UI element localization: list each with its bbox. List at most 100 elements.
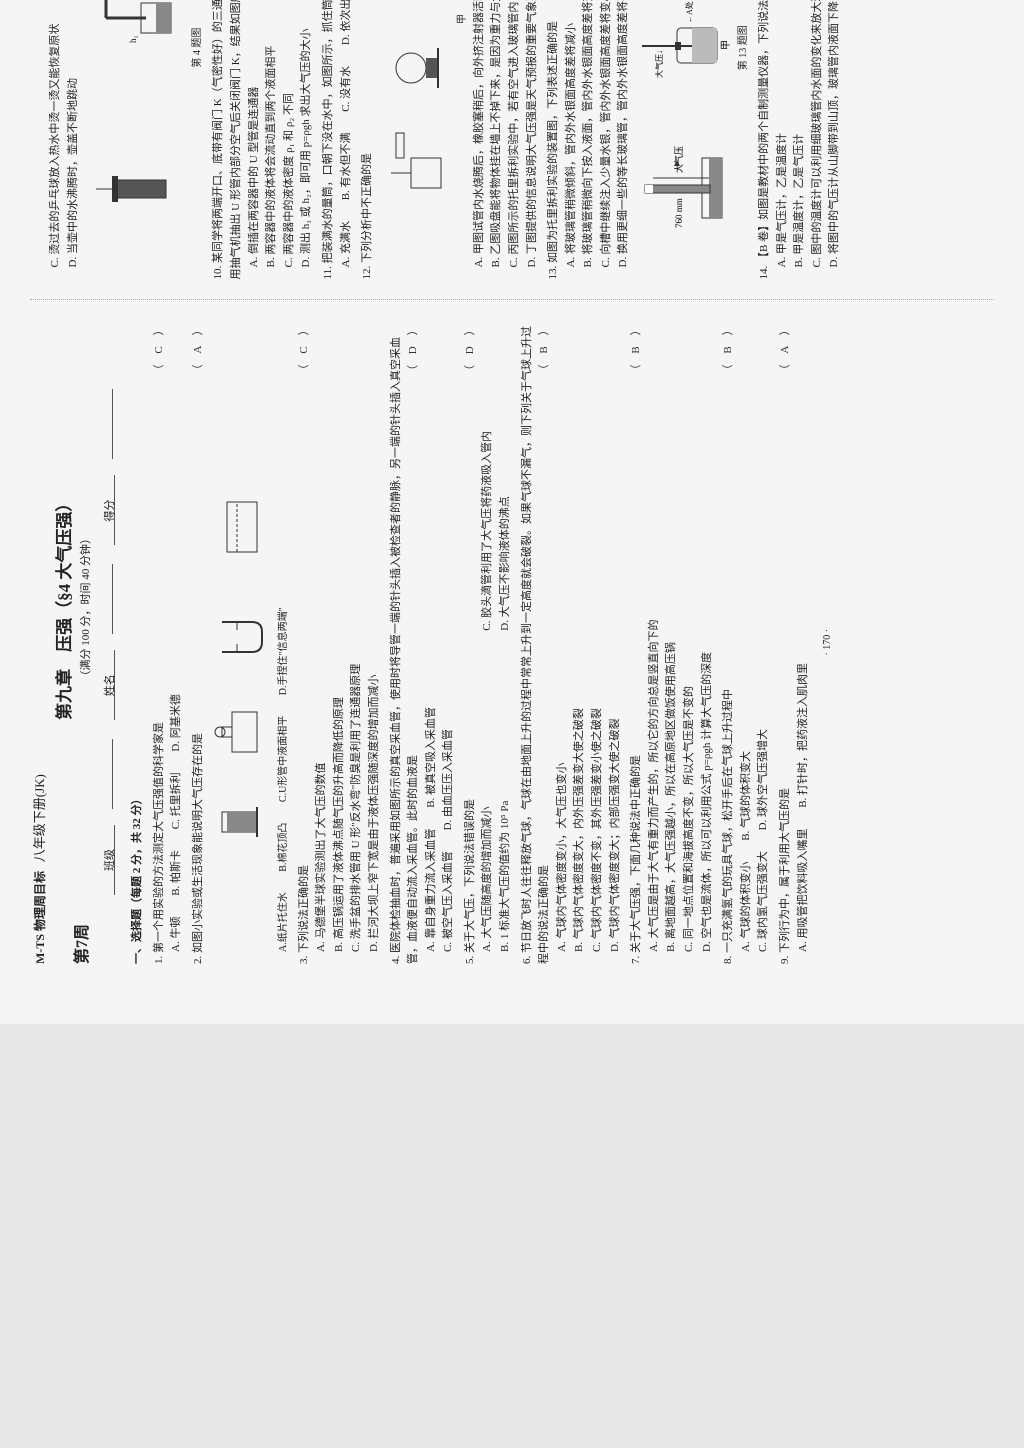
q2-stem: 如图小实验或生活现象能说明大气压存在的是 bbox=[192, 733, 204, 953]
q3-answer: （ C ） bbox=[296, 321, 314, 376]
q2-opt-d: D.手捏住"信息两端" bbox=[276, 607, 292, 695]
question-9: 9. 下列行为中，属于利用大气压的是 （ A ） A. 用吸管把饮料吸入嘴里 B… bbox=[777, 321, 812, 965]
score-label: 得分 bbox=[102, 476, 115, 546]
q13-opt-a: A. 将玻璃管稍微倾斜，管内外水银面高度差将减小 bbox=[563, 0, 581, 268]
q10-opt-d: D. 测出 h₁ 或 h₂，即可用 p=ρgh 求出大气压的大小 bbox=[298, 0, 316, 268]
q12-opt-a: A. 甲图试管内水烧腾后，橡胶塞稍后，向外挤注射器活塞，水又沸腾了，说明水的沸点… bbox=[471, 0, 489, 268]
q3-opts: A. 马德堡半球实验测出了大气压的数值 B. 高压锅运用了液体沸点随气压的升高而… bbox=[313, 321, 383, 953]
q8-answer: （ B ） bbox=[720, 321, 738, 376]
q11-opts: A. 充满水 B. 有水但不满 C. 没有水 D. 依次出现上述过程 bbox=[338, 0, 356, 268]
q6-stem: 节日放飞时人往往释放气球，气球在由地面上升的过程中常常上升到一定高度就会破裂。如… bbox=[521, 326, 551, 964]
q12-opt-b: B. 乙图吸盘能将物体挂在墙上不掉下来，是因为重力与大气压力彼此平衡 bbox=[488, 0, 506, 268]
q8-opt-a: A. 气球的体积变小 bbox=[738, 862, 756, 952]
q4-num: 4. bbox=[390, 956, 402, 964]
svg-text:甲: 甲 bbox=[721, 40, 732, 50]
q7-opt-b: B. 离地面越高，大气压强越小，所以在高原地区做饭使用高压锅 bbox=[663, 321, 681, 953]
q9-opt-a: A. 用吸管把饮料吸入嘴里 bbox=[795, 829, 813, 952]
q4-opt-d: D. 由血压压入采血管 bbox=[440, 729, 458, 830]
q7-opt-c: C. 同一地点位置和海拔高度不变，所以大气压是不变的 bbox=[681, 321, 699, 953]
q5-opt-b: B. 1 标准大气压的值约为 10⁵ Pa bbox=[497, 801, 515, 952]
question-8: 8. 一只充满氢气的玩具气球，松开手后在气球上升过程中 （ B ） A. 气球的… bbox=[720, 321, 773, 965]
q7-num: 7. bbox=[630, 956, 642, 964]
q3-opt-a: A. 马德堡半球实验测出了大气压的数值 bbox=[313, 321, 331, 953]
q2-opt-b: B.棉花顶凸 bbox=[276, 823, 292, 872]
q5-opt-d: D. 大气压不影响液体的沸点 bbox=[497, 496, 515, 630]
q6-opt-d: D. 气球内气体密度变大；内部压强变大使之破裂 bbox=[607, 321, 625, 953]
question-1: 1. 第一个用实验的方法测定大气压强值的科学家是 （ C ） A. 牛顿 B. … bbox=[151, 321, 186, 965]
q6-opts: A. 气球内气体密度变小，大气压也变小 B. 气球内气体密度变大，内外压强差变大… bbox=[554, 321, 624, 953]
top-right-label: 周考检测卷 bbox=[28, 0, 47, 280]
sub-head: （满分 100 分，时间 40 分钟） bbox=[78, 321, 96, 894]
q9-opt-b: B. 打针时，把药液注入肌肉里 bbox=[795, 663, 813, 808]
q2-figures bbox=[212, 321, 272, 965]
q13-opts: A. 将玻璃管稍微倾斜，管内外水银面高度差将减小 B. 将玻璃管稍微向下按入液面… bbox=[563, 0, 633, 268]
brand-logo: M-TS 物理周目标 bbox=[33, 871, 47, 964]
q4-answer: （ D ） bbox=[405, 321, 423, 376]
svg-text:←A处: ←A处 bbox=[684, 1, 694, 23]
q6-answer: （ B ） bbox=[536, 321, 554, 376]
q1-opts: A. 牛顿 B. 帕斯卡 C. 托里拆利 D. 阿基米德 bbox=[168, 321, 186, 953]
q1-opt-b: B. 帕斯卡 bbox=[168, 850, 186, 896]
q4-opt-a: A. 靠自身重力流入采血管 bbox=[423, 829, 441, 952]
q7-opts: A. 大气压是由于大气有重力而产生的，所以它的方向总是竖直向下的 B. 离地面越… bbox=[646, 321, 716, 953]
question-5: 5. 关于大气压，下列说法错误的是 （ D ） A. 大气压随高度的增加而减小 … bbox=[462, 321, 515, 965]
q10-num: 10. bbox=[212, 266, 224, 280]
q8-opts: A. 气球的体积变小 B. 气球的体积变大 C. 球内氢气压强变大 D. 球外空… bbox=[738, 321, 773, 953]
q12-stem: 下列分析中不正确的是 bbox=[361, 153, 373, 263]
question-12: 12. 下列分析中不正确的是 （ B ） 真空 水银 bbox=[359, 0, 541, 280]
q5-opt-c: C. 胶头滴管利用了大气压将药液吸入管内 bbox=[479, 431, 497, 631]
question-11: 11. 把装满水的量筒，口朝下没在水中，如图所示，抓住筒底向上提，在筒口离开水面… bbox=[320, 0, 355, 280]
q5-opts: A. 大气压随高度的增加而减小 B. 1 标准大气压的值约为 10⁵ Pa C.… bbox=[479, 321, 514, 953]
q4-opt-b: B. 被真空吸入采血管 bbox=[423, 707, 441, 808]
q6-num: 6. bbox=[521, 956, 533, 964]
name-blanks: 班级 姓名 得分 bbox=[100, 321, 120, 965]
chapter-title: 第九章 压强（§4 大气压强） bbox=[51, 321, 78, 894]
q9-cont: C. 烫过去的乒乓球放入热水中烫一烫又能恢复原状 D. 当壶中的水沸腾时，壶盖不… bbox=[47, 0, 82, 268]
captions-13-14-15: 第 13 题图 第 14 题图 第 15 题图 bbox=[736, 0, 752, 280]
q7-opt-a: A. 大气压是由于大气有重力而产生的，所以它的方向总是竖直向下的 bbox=[646, 321, 664, 953]
q3-stem: 下列说法正确的是 bbox=[298, 865, 310, 953]
q9-answer: （ A ） bbox=[777, 321, 795, 376]
name-label: 姓名 bbox=[102, 650, 115, 720]
q12-opts: A. 甲图试管内水烧腾后，橡胶塞稍后，向外挤注射器活塞，水又沸腾了，说明水的沸点… bbox=[471, 0, 541, 268]
q13-opt-c: C. 向槽中继续注入少量水银，管内外水银面高度差将变小 bbox=[598, 0, 616, 268]
q11-opt-b: B. 有水但不满 bbox=[338, 132, 356, 200]
q9-opts: A. 用吸管把饮料吸入嘴里 B. 打针时，把药液注入肌肉里 bbox=[795, 321, 813, 953]
q12-opt-d: D. 丁图提供的信息说明大气压强是天气预报的重要气象要素之一 bbox=[524, 0, 542, 268]
q4-stem: 医院体检抽血时，普遍采用如图所示的真空采血管，使用时将导管一端的针头插入被检查者… bbox=[390, 337, 420, 964]
q1-opt-a: A. 牛顿 bbox=[168, 917, 186, 952]
fig-13-14-15: 760 mm 大气压 大气压↓ ←A处 bbox=[637, 0, 732, 228]
q3-opt-b: B. 高压锅运用了液体沸点随气压的升高而降低的原理 bbox=[331, 321, 349, 953]
q9-num: 9. bbox=[779, 956, 791, 964]
q12-num: 12. bbox=[361, 266, 373, 280]
q14-opt-d: D. 将图中的气压计从山脚带到山顶，玻璃管内液面下降 bbox=[826, 0, 844, 268]
q13-num: 13. bbox=[547, 266, 559, 280]
svg-text:760 mm: 760 mm bbox=[674, 198, 684, 228]
q3-opt-c: C. 洗手盆的排水管用 U 形"反水弯"防臭是利用了连通器原理 bbox=[348, 321, 366, 953]
q9-stem: 下列行为中，属于利用大气压的是 bbox=[779, 788, 791, 953]
q2-opt-c: C.U形管中液面相平 bbox=[276, 716, 292, 802]
q4-opts: A. 靠自身重力流入采血管 B. 被真空吸入采血管 C. 被空气压入采血管 D.… bbox=[423, 321, 458, 953]
q8-opt-d: D. 球外空气压强增大 bbox=[755, 729, 773, 830]
q7-answer: （ B ） bbox=[628, 321, 646, 376]
q9-opt-d: D. 当壶中的水沸腾时，壶盖不断地跳动 bbox=[65, 0, 83, 268]
q1-opt-c: C. 托里拆利 bbox=[168, 772, 186, 829]
q2-answer: （ A ） bbox=[190, 321, 208, 376]
q11-opt-d: D. 依次出现上述过程 bbox=[338, 0, 356, 45]
q9-opt-c: C. 烫过去的乒乓球放入热水中烫一烫又能恢复原状 bbox=[47, 0, 65, 268]
q2-diagram bbox=[212, 432, 272, 852]
q1-stem: 第一个用实验的方法测定大气压强值的科学家是 bbox=[153, 722, 165, 953]
q5-answer: （ D ） bbox=[462, 321, 480, 376]
q5-opt-a: A. 大气压随高度的增加而减小 bbox=[479, 807, 497, 952]
q1-opt-d: D. 阿基米德 bbox=[168, 694, 186, 751]
q1-num: 1. bbox=[153, 956, 165, 964]
q6-opt-c: C. 气球内气体密度不变，其外压强差变小使之破裂 bbox=[589, 321, 607, 953]
q10-opt-b: B. 两容器中的液体将会流动直到两个液面相平 bbox=[263, 0, 281, 268]
q10-stem: 某同学将两端开口、底带有阀门 K（气密性好）的三通 U 形玻璃管倒置在两个容器中… bbox=[212, 0, 242, 280]
section-1-head: 一、选择题（每题 2 分，共 32 分） bbox=[129, 321, 147, 965]
q10-opts: A. 倒插在两容器中的 U 型管是连通器 B. 两容器中的液体将会流动直到两个液… bbox=[246, 0, 316, 268]
left-page: M-TS 物理周目标 八年级下册(JK) 第7周 第九章 压强（§4 大气压强）… bbox=[30, 301, 994, 985]
q13-opt-b: B. 将玻璃管稍微向下按入液面，管内外水银面高度差将变大 bbox=[580, 0, 598, 268]
q11-opt-c: C. 没有水 bbox=[338, 66, 356, 112]
q8-stem: 一只充满氢气的玩具气球，松开手后在气球上升过程中 bbox=[722, 689, 734, 953]
